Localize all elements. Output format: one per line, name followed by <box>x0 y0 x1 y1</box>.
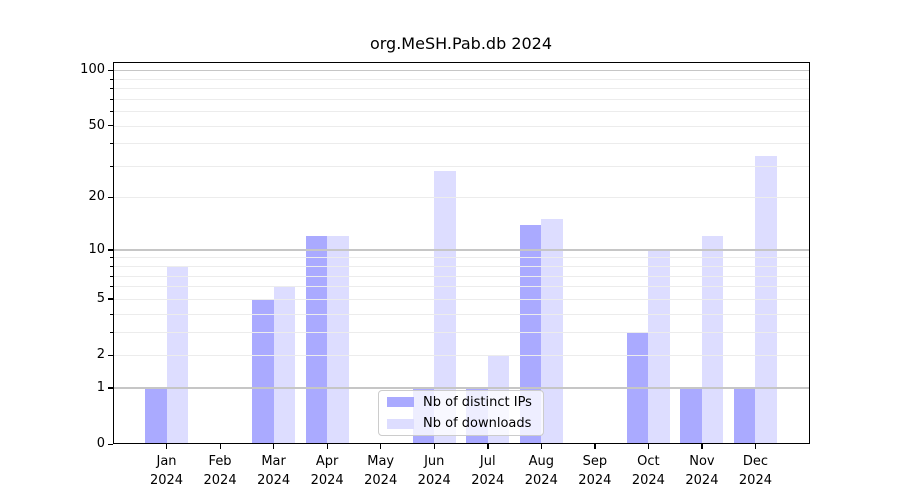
x-axis-tick <box>166 444 168 449</box>
y-axis-tick <box>108 387 113 389</box>
x-tick-label-aug: Aug 2024 <box>524 454 558 488</box>
spine-bottom <box>113 443 809 445</box>
spine-top <box>113 62 809 64</box>
gridline-minor <box>113 286 809 288</box>
spine-left <box>113 62 115 444</box>
gridline-minor <box>113 111 809 113</box>
gridline-major <box>113 387 809 389</box>
legend-swatch-distinct-ips <box>387 397 414 408</box>
bar-distinct-ips-dec <box>733 387 756 444</box>
bar-downloads-oct <box>648 249 670 444</box>
x-axis-tick <box>540 444 543 449</box>
x-tick-label-jan: Jan 2024 <box>149 454 184 488</box>
gridline-minor <box>113 165 809 167</box>
chart-title: org.MeSH.Pab.db 2024 <box>369 34 553 53</box>
x-tick-label-mar: Mar 2024 <box>257 454 291 488</box>
y-axis-minor-tick <box>110 165 113 167</box>
x-axis-tick <box>594 444 596 449</box>
y-tick-label: 50 <box>88 117 105 133</box>
y-axis-tick <box>108 196 113 199</box>
x-tick-label-oct: Oct 2024 <box>631 454 665 488</box>
x-tick-label-jul: Jul 2024 <box>471 454 505 488</box>
x-tick-label-sep: Sep 2024 <box>578 454 612 488</box>
x-axis-tick <box>273 444 275 449</box>
gridline-minor <box>113 197 809 199</box>
gridline-minor <box>113 88 809 90</box>
legend-label-downloads: Nb of downloads <box>423 416 532 432</box>
gridline-minor <box>113 266 809 268</box>
bar-distinct-ips-aug <box>519 224 542 444</box>
legend-label-distinct-ips: Nb of distinct IPs <box>423 394 532 410</box>
bar-distinct-ips-mar <box>252 298 274 444</box>
y-axis-tick <box>108 354 113 356</box>
bar-downloads-jun <box>434 171 456 444</box>
gridline-minor <box>113 125 809 127</box>
gridline-major <box>113 69 809 71</box>
gridline-minor <box>113 275 809 277</box>
y-tick-label: 5 <box>96 290 105 306</box>
y-axis-minor-tick <box>110 111 113 113</box>
x-axis-tick <box>219 444 221 449</box>
y-axis-minor-tick <box>110 88 113 90</box>
y-tick-label: 1 <box>96 379 105 395</box>
y-tick-label: 100 <box>80 62 105 78</box>
y-axis-minor-tick <box>110 275 113 277</box>
y-axis-minor-tick <box>110 143 113 145</box>
bar-distinct-ips-apr <box>305 236 328 444</box>
gridline-minor <box>113 143 809 145</box>
bar-downloads-apr <box>327 236 349 444</box>
x-axis-tick <box>647 444 650 449</box>
gridline-major <box>113 249 809 251</box>
gridline-minor <box>113 355 809 356</box>
x-axis-tick <box>433 444 436 449</box>
x-axis-tick <box>487 444 489 449</box>
x-axis-tick <box>380 444 382 449</box>
x-tick-label-dec: Dec 2024 <box>738 454 772 488</box>
y-axis-tick <box>108 125 113 127</box>
x-tick-label-jun: Jun 2024 <box>417 454 451 488</box>
y-axis-minor-tick <box>110 98 113 100</box>
legend-swatch-downloads <box>387 418 414 429</box>
legend: Nb of distinct IPs Nb of downloads <box>378 390 544 436</box>
gridline-minor <box>113 98 809 100</box>
x-axis-tick <box>701 444 703 449</box>
bar-distinct-ips-nov <box>680 387 702 444</box>
y-axis-minor-tick <box>110 286 113 288</box>
y-tick-label: 0 <box>96 436 105 451</box>
y-axis-tick <box>108 69 113 71</box>
y-tick-label: 2 <box>96 347 105 362</box>
y-axis-tick <box>108 298 113 300</box>
bar-downloads-nov <box>701 236 724 444</box>
legend-row-downloads: Nb of downloads <box>387 415 535 434</box>
bar-downloads-dec <box>755 156 777 444</box>
x-tick-label-feb: Feb 2024 <box>203 454 237 488</box>
bar-distinct-ips-jan <box>145 387 167 444</box>
y-axis-tick <box>108 443 113 445</box>
spine-right <box>809 62 811 445</box>
x-axis-tick <box>754 444 757 449</box>
x-tick-label-may: May 2024 <box>364 454 398 488</box>
x-tick-label-apr: Apr 2024 <box>310 454 344 488</box>
y-axis-minor-tick <box>110 78 113 80</box>
y-axis-tick <box>108 249 113 251</box>
y-axis-minor-tick <box>110 313 113 315</box>
gridline-minor <box>113 78 809 80</box>
y-axis-minor-tick <box>110 257 113 259</box>
y-axis-minor-tick <box>110 266 113 268</box>
gridline-minor <box>113 331 809 333</box>
gridline-minor <box>113 313 809 315</box>
gridline-minor <box>113 257 809 259</box>
bar-downloads-mar <box>273 286 296 444</box>
x-tick-label-nov: Nov 2024 <box>685 454 719 488</box>
y-tick-label: 20 <box>88 189 105 205</box>
legend-row-distinct-ips: Nb of distinct IPs <box>387 393 535 412</box>
y-axis-minor-tick <box>110 331 113 333</box>
y-tick-label: 10 <box>88 241 105 257</box>
gridline-minor <box>113 298 809 300</box>
x-axis-tick <box>326 444 328 449</box>
